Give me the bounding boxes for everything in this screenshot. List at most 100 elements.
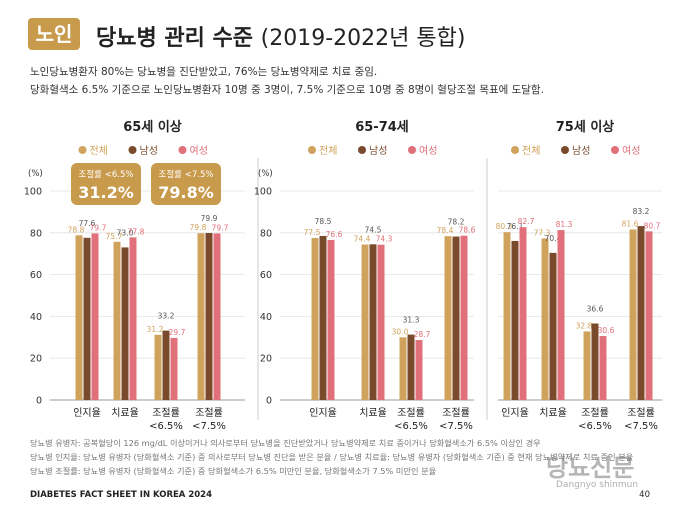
description-line-2: 당화혈색소 6.5% 기준으로 노인당뇨병환자 10명 중 3명이, 7.5% …: [30, 84, 544, 96]
callout-label: 조절률 <7.5%: [159, 170, 214, 180]
bar: [519, 227, 527, 400]
bar: [583, 331, 591, 400]
category-label: <6.5%: [578, 421, 612, 432]
category-label: <6.5%: [149, 421, 183, 432]
bar: [113, 241, 121, 400]
bar: [319, 235, 327, 400]
bar: [327, 239, 335, 400]
category-label: <7.5%: [192, 421, 226, 432]
bar: [503, 232, 511, 400]
data-label: 31.3: [403, 316, 420, 325]
bar: [591, 323, 599, 400]
bar: [444, 236, 452, 400]
legend-marker: [128, 146, 137, 154]
data-label: 83.2: [633, 207, 650, 216]
legend-marker: [408, 146, 416, 154]
category-label: 조절률: [397, 406, 425, 419]
bar: [549, 252, 557, 400]
legend-label: 전체: [90, 145, 108, 157]
bar: [511, 240, 519, 400]
bar: [129, 237, 137, 400]
data-label: 28.7: [414, 330, 431, 339]
callout-value: 31.2%: [78, 183, 134, 202]
legend-label: 남성: [572, 145, 590, 157]
panel-title: 75세 이상: [556, 119, 615, 135]
category-label: 치료율: [539, 407, 567, 419]
y-tick-label: 60: [260, 270, 272, 281]
callout-box: [71, 163, 141, 205]
data-label: 33.2: [158, 312, 175, 321]
category-label: 인지율: [501, 407, 529, 419]
data-label: 31.2: [147, 325, 164, 334]
data-label: 78.5: [315, 217, 332, 226]
bar: [205, 233, 213, 400]
legend-label: 여성: [419, 145, 437, 157]
y-tick-label: 0: [266, 396, 272, 407]
data-label: 76.6: [326, 230, 343, 239]
bar: [557, 230, 565, 400]
category-label: 조절률: [442, 406, 470, 419]
bar: [599, 336, 607, 400]
y-tick-label: 40: [30, 312, 42, 323]
y-tick-label: 80: [30, 228, 42, 239]
data-label: 75.7: [106, 232, 123, 241]
data-label: 73.0: [117, 228, 134, 237]
bar: [311, 238, 319, 400]
watermark-logo: 당뇨신문: [546, 454, 635, 482]
bar: [75, 235, 83, 400]
legend-marker: [561, 146, 569, 154]
data-label: 30.0: [392, 327, 409, 336]
category-label: 치료율: [359, 407, 387, 419]
data-label: 78.2: [448, 218, 465, 227]
watermark-subtext: Dangnyo shinmun: [556, 480, 639, 490]
bar: [154, 334, 162, 400]
y-tick-label: 100: [254, 187, 272, 198]
bar: [407, 334, 415, 400]
data-label: 78.8: [68, 225, 85, 234]
footnote-1: 당뇨병 유병자: 공복혈당이 126 mg/dL 이상이거나 의사로부터 당뇨병…: [30, 438, 541, 448]
legend-marker: [511, 146, 519, 154]
legend-marker: [611, 146, 619, 154]
y-tick-label: 20: [30, 354, 42, 365]
y-tick-label: 20: [260, 354, 272, 365]
legend-marker: [308, 146, 316, 154]
panel-title: 65-74세: [355, 120, 409, 135]
data-label: 29.7: [169, 328, 186, 337]
data-label: 77.5: [304, 228, 321, 237]
y-axis-unit: (%): [28, 169, 43, 179]
data-label: 77.8: [128, 227, 145, 236]
page-title: 당뇨병 관리 수준 (2019-2022년 통합): [96, 20, 465, 52]
bar: [369, 244, 377, 400]
title-main: 당뇨병 관리 수준: [96, 26, 253, 51]
bar: [213, 233, 221, 400]
data-label: 78.4: [437, 226, 454, 235]
description-line-1: 노인당뇨병환자 80%는 당뇨병을 진단받았고, 76%는 당뇨병약제로 치료 …: [30, 66, 378, 78]
callout-label: 조절률 <6.5%: [79, 170, 134, 180]
data-label: 78.6: [459, 226, 476, 235]
category-label: 인지율: [73, 407, 101, 419]
data-label: 74.4: [354, 235, 371, 244]
data-label: 36.6: [587, 305, 604, 314]
y-tick-label: 100: [24, 187, 42, 198]
bar: [415, 340, 423, 400]
y-axis-unit: (%): [258, 169, 273, 179]
footer-source: DIABETES FACT SHEET IN KOREA 2024: [30, 490, 212, 500]
data-label: 74.3: [376, 235, 393, 244]
bar: [460, 235, 468, 400]
data-label: 80.7: [644, 221, 661, 230]
data-label: 32.8: [576, 321, 593, 330]
bar: [541, 238, 549, 400]
data-label: 74.5: [365, 225, 382, 234]
bar: [83, 237, 91, 400]
data-label: 81.6: [622, 219, 639, 228]
category-label: 치료율: [111, 407, 139, 419]
bar: [399, 337, 407, 400]
legend-label: 남성: [140, 145, 158, 157]
category-label: 인지율: [309, 407, 337, 419]
legend-label: 남성: [369, 145, 387, 157]
bar: [170, 337, 178, 400]
data-label: 79.7: [90, 223, 107, 232]
data-label: 77.6: [79, 219, 96, 228]
callout-box: [151, 163, 221, 205]
data-label: 76.1: [507, 222, 524, 231]
